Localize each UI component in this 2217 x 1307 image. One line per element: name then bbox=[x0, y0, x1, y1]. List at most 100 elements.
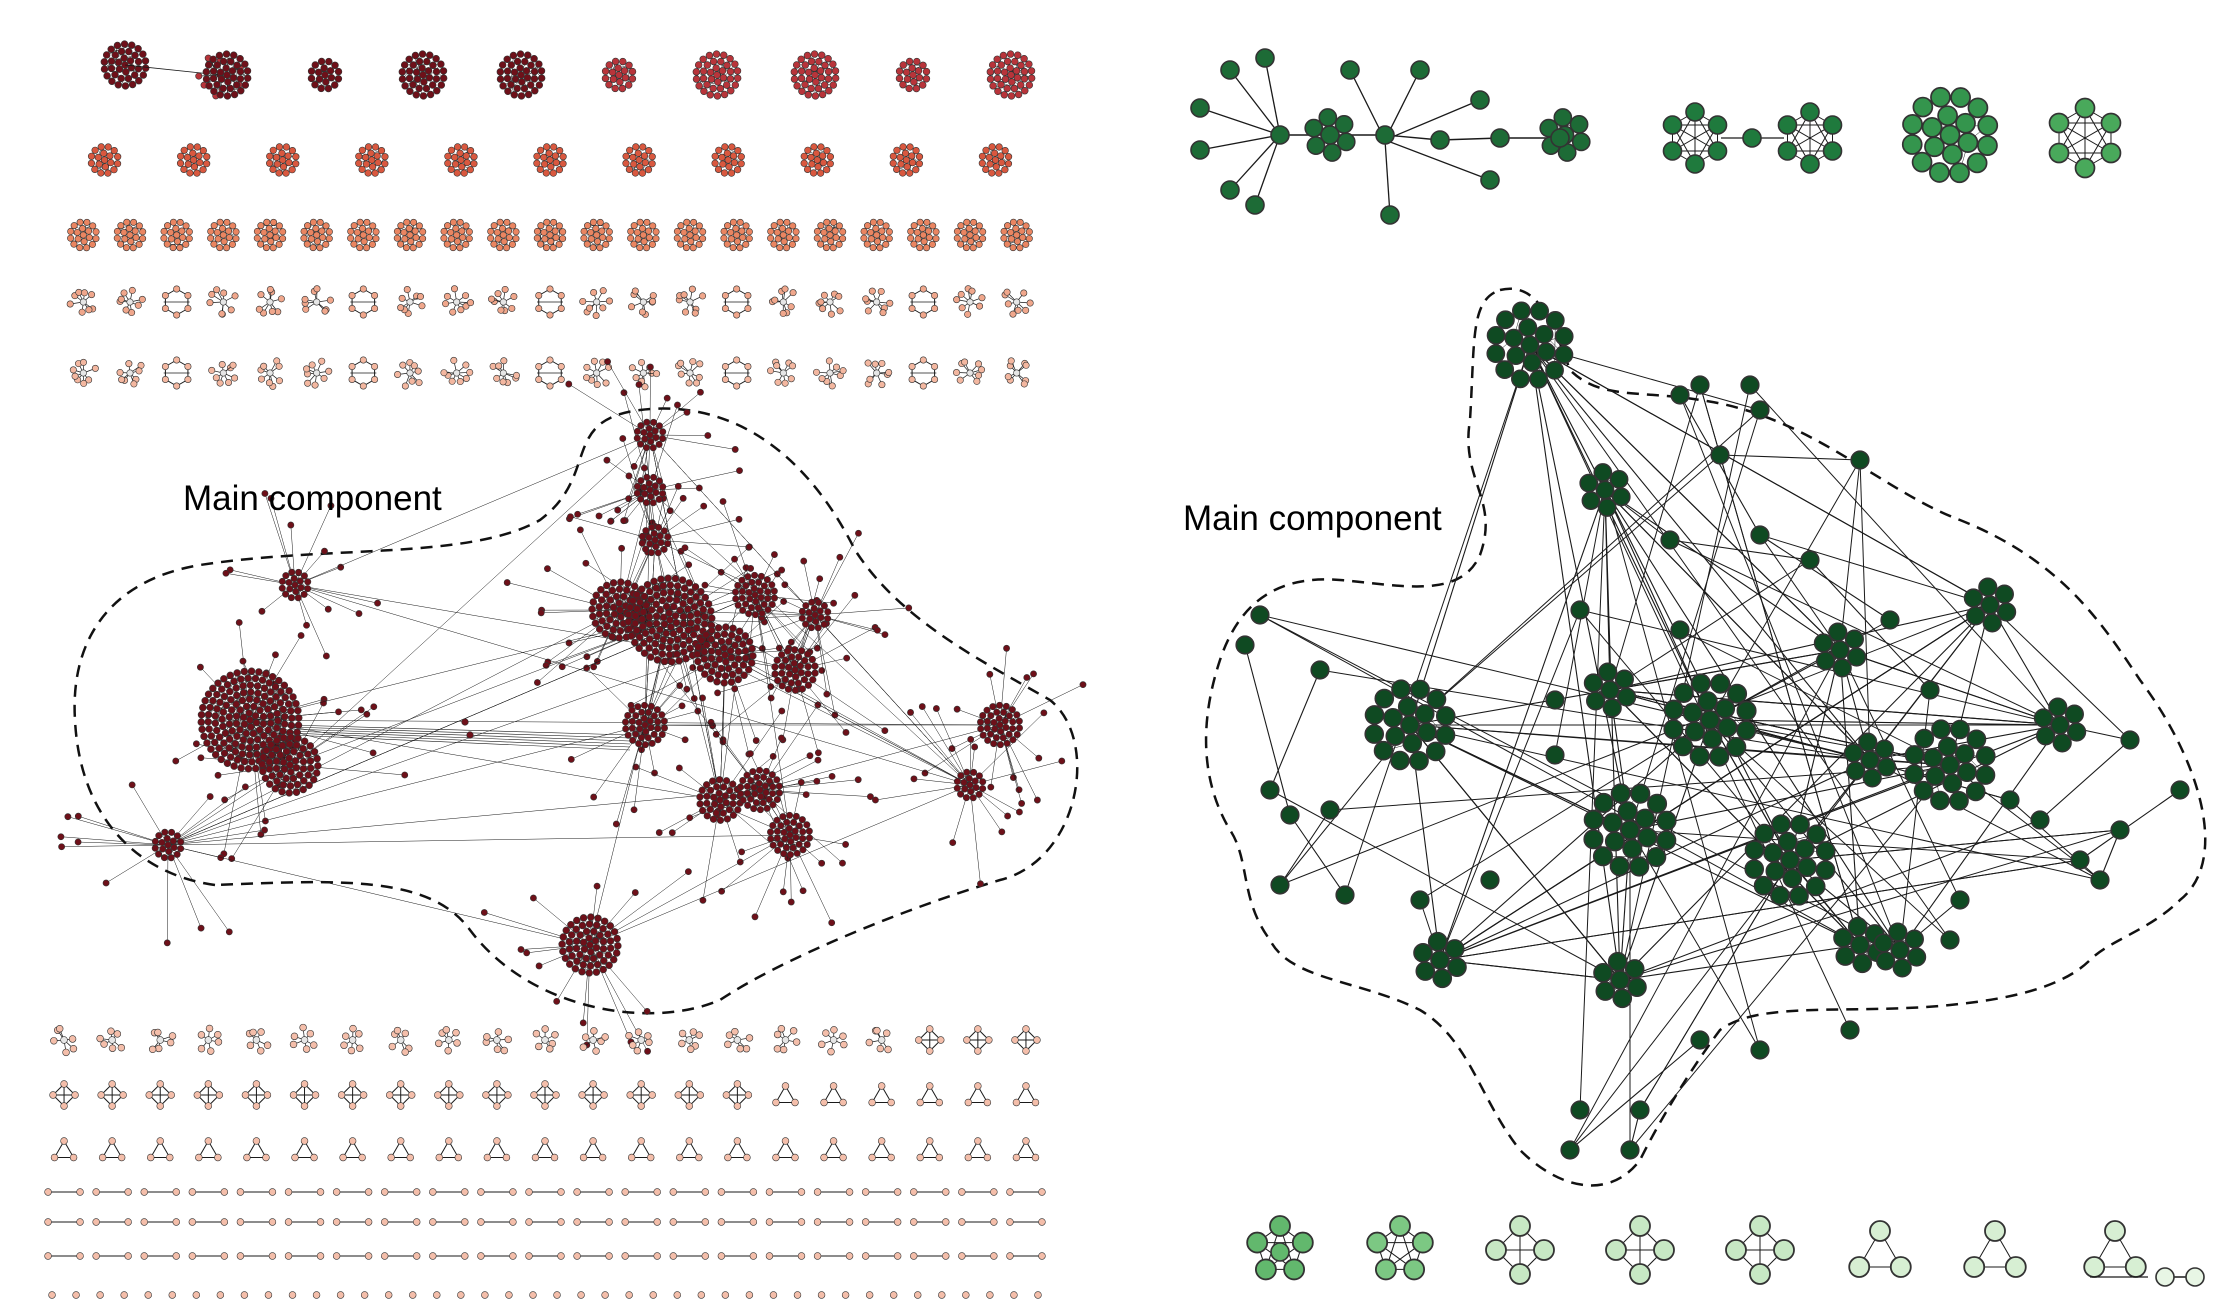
node bbox=[1015, 717, 1023, 725]
node bbox=[711, 661, 719, 669]
node bbox=[769, 801, 777, 809]
node bbox=[831, 227, 839, 235]
node bbox=[220, 749, 229, 757]
node bbox=[830, 599, 837, 607]
node bbox=[696, 800, 704, 808]
node bbox=[712, 50, 721, 58]
node bbox=[394, 370, 402, 378]
node bbox=[605, 61, 613, 69]
node bbox=[742, 1045, 751, 1053]
node bbox=[967, 788, 975, 796]
node bbox=[802, 791, 810, 798]
node bbox=[737, 153, 745, 161]
node bbox=[687, 238, 695, 246]
node bbox=[1015, 786, 1023, 794]
node bbox=[272, 693, 280, 701]
node bbox=[780, 828, 788, 836]
node bbox=[997, 61, 1005, 69]
node bbox=[617, 613, 625, 621]
node bbox=[334, 75, 343, 83]
node bbox=[218, 310, 226, 318]
node bbox=[401, 82, 409, 90]
node bbox=[1020, 380, 1028, 388]
node bbox=[701, 581, 709, 589]
node bbox=[533, 159, 541, 167]
node bbox=[435, 1039, 443, 1048]
node bbox=[804, 650, 812, 658]
edge bbox=[589, 619, 671, 946]
node bbox=[1027, 67, 1036, 75]
node bbox=[140, 1252, 148, 1260]
node bbox=[714, 689, 721, 697]
node bbox=[746, 595, 754, 603]
node bbox=[102, 51, 111, 59]
edge bbox=[759, 704, 819, 791]
node bbox=[113, 227, 121, 235]
node bbox=[653, 1188, 661, 1196]
node bbox=[253, 227, 261, 235]
node bbox=[642, 728, 650, 736]
node bbox=[202, 68, 211, 76]
node bbox=[262, 746, 270, 755]
node bbox=[639, 622, 647, 631]
node bbox=[467, 146, 475, 155]
node bbox=[650, 712, 658, 720]
node bbox=[906, 169, 914, 177]
node bbox=[817, 143, 825, 151]
node bbox=[729, 793, 737, 801]
node bbox=[534, 679, 541, 686]
node bbox=[656, 606, 664, 614]
node bbox=[277, 688, 285, 696]
node bbox=[616, 627, 625, 635]
node bbox=[211, 750, 220, 759]
node bbox=[306, 742, 314, 750]
node bbox=[978, 366, 986, 374]
node bbox=[130, 218, 138, 226]
node bbox=[725, 637, 733, 646]
node bbox=[525, 1188, 533, 1196]
node bbox=[444, 222, 452, 230]
node bbox=[643, 244, 651, 252]
node bbox=[246, 681, 255, 689]
node bbox=[206, 703, 214, 712]
node bbox=[739, 606, 747, 614]
node bbox=[402, 244, 410, 252]
node bbox=[784, 685, 793, 693]
node bbox=[926, 1025, 934, 1033]
edge bbox=[649, 434, 708, 436]
node bbox=[198, 725, 206, 734]
node bbox=[916, 218, 924, 226]
node bbox=[637, 1137, 645, 1145]
node bbox=[549, 169, 557, 177]
node bbox=[332, 1188, 341, 1196]
node bbox=[828, 772, 836, 780]
node bbox=[173, 832, 181, 840]
node bbox=[91, 146, 99, 154]
node bbox=[262, 1153, 270, 1162]
node bbox=[750, 584, 758, 592]
node bbox=[287, 594, 295, 602]
edge bbox=[1264, 57, 1281, 136]
node bbox=[114, 81, 122, 89]
node bbox=[126, 298, 134, 306]
node bbox=[769, 783, 777, 791]
node bbox=[649, 222, 657, 230]
node bbox=[596, 244, 604, 252]
node bbox=[899, 81, 907, 89]
edge bbox=[716, 669, 796, 735]
node bbox=[727, 228, 735, 236]
node bbox=[314, 762, 322, 770]
node bbox=[502, 1153, 511, 1162]
node bbox=[620, 592, 628, 601]
node bbox=[1007, 92, 1016, 100]
node bbox=[141, 64, 150, 72]
node bbox=[307, 228, 315, 236]
node bbox=[696, 664, 705, 672]
node bbox=[173, 238, 181, 246]
node bbox=[614, 942, 622, 950]
node bbox=[677, 240, 685, 248]
node bbox=[1034, 1291, 1042, 1299]
node bbox=[773, 1045, 782, 1053]
node bbox=[868, 287, 876, 295]
node bbox=[169, 244, 177, 252]
